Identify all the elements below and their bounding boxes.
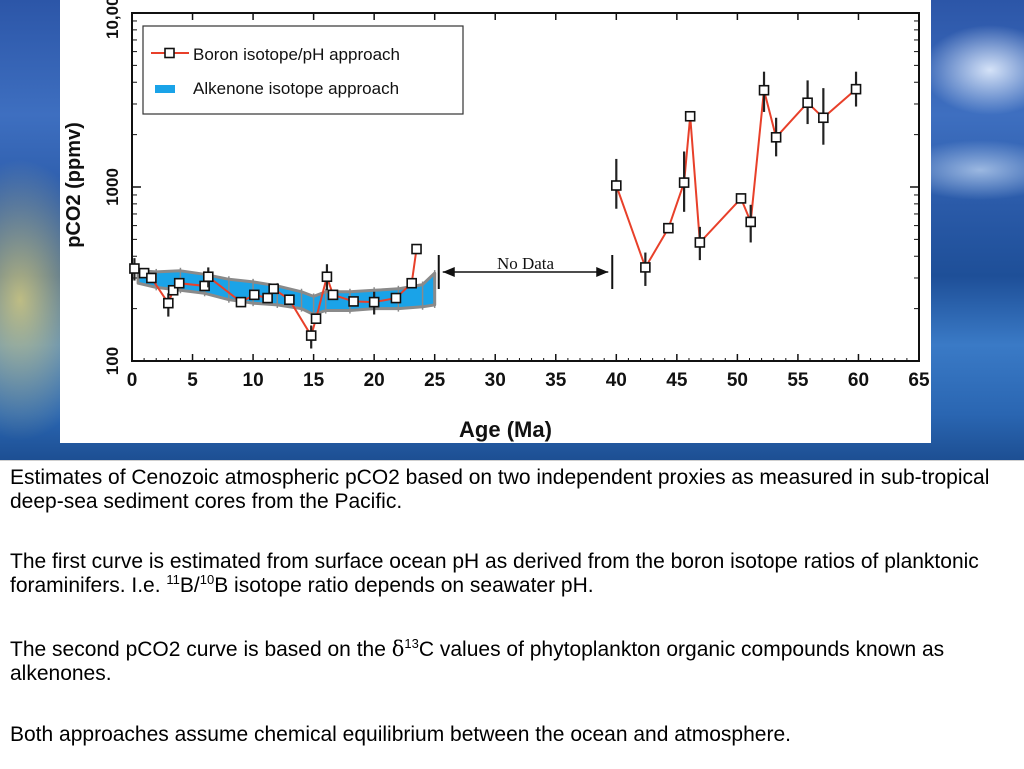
- x-tick-label-45: 45: [666, 370, 688, 391]
- caption-2-mid: B/: [179, 574, 200, 597]
- boron-point-a-5: [167, 284, 179, 296]
- boron-point-b-1: [611, 180, 622, 191]
- boron-point-a-4: [163, 297, 174, 309]
- x-tick-label-5: 5: [187, 370, 198, 391]
- delta-symbol: δ: [391, 637, 405, 661]
- boron-point-a-12: [268, 283, 279, 295]
- boron-point-a-14: [305, 330, 317, 341]
- boron-point-a-20: [390, 292, 402, 304]
- no-data-arrow-left-head: [442, 267, 455, 277]
- pco2-chart-panel: 0 5 10 15 20 25 30 35 40 45 50 55 60 65 100 1000 10,000 A…: [60, 0, 931, 443]
- x-tick-label-40: 40: [606, 370, 627, 391]
- boron-points-group: [129, 71, 862, 349]
- boron-point-a-3: [146, 272, 157, 284]
- boron-point-b-12: [818, 112, 829, 124]
- x-tick-label-60: 60: [848, 370, 869, 391]
- pco2-chart: 0 5 10 15 20 25 30 35 40 45 50 55 60 65 100 1000 10,000 A…: [63, 0, 930, 442]
- x-tick-label-15: 15: [303, 370, 325, 391]
- caption-paragraph-1: Estimates of Cenozoic atmospheric pCO2 b…: [10, 466, 990, 513]
- no-data-label: No Data: [497, 254, 555, 273]
- boron-point-a-6: [173, 277, 185, 289]
- boron-point-a-21: [406, 277, 417, 289]
- boron-point-b-4: [678, 177, 690, 188]
- legend-alkenone-label: Alkenone isotope approach: [193, 79, 399, 98]
- legend-alkenone-swatch: [155, 85, 175, 93]
- boron-point-b-10: [770, 132, 782, 143]
- x-tick-label-25: 25: [424, 370, 446, 391]
- boron-point-a-16: [321, 271, 333, 283]
- no-data-arrow-right-head: [596, 267, 609, 277]
- boron-point-a-11: [262, 292, 273, 304]
- alkenone-band-group: [136, 267, 437, 318]
- caption-3-text: The second pCO2 curve is based on the: [10, 638, 392, 661]
- x-axis-label: Age (Ma): [459, 417, 552, 442]
- boron-point-a-13: [284, 294, 295, 306]
- boron-point-a-22: [411, 243, 422, 255]
- legend-boron-label: Boron isotope/pH approach: [193, 45, 400, 64]
- y-tick-label-10000: 10,000: [103, 0, 122, 39]
- caption-2-text: The first curve is estimated from surfac…: [10, 550, 979, 597]
- boron-point-a-18: [348, 296, 359, 307]
- boron-point-a-19: [368, 296, 380, 308]
- x-tick-label-50: 50: [727, 370, 748, 391]
- boron-point-a-15: [310, 313, 322, 325]
- caption-3-end: C values of phytoplankton organic compou…: [10, 638, 945, 685]
- boron-point-a-1: [129, 263, 140, 274]
- boron-point-b-8: [745, 216, 757, 228]
- caption-area: Estimates of Cenozoic atmospheric pCO2 b…: [0, 460, 1024, 769]
- x-tick-label-55: 55: [787, 370, 809, 391]
- boron-point-a-8: [202, 271, 214, 283]
- caption-2-sup-10: 10: [199, 572, 215, 587]
- axes-group: 0 5 10 15 20 25 30 35 40 45 50 55 60 65 100 1000 10,000 A…: [63, 0, 930, 442]
- caption-2-sup-11: 11: [166, 572, 180, 587]
- x-tick-label-30: 30: [485, 370, 506, 391]
- boron-point-b-2: [640, 262, 651, 273]
- boron-point-b-13: [850, 83, 862, 95]
- x-tick-label-0: 0: [127, 370, 138, 391]
- x-tick-label-20: 20: [364, 370, 385, 391]
- alkenone-band: [136, 269, 437, 316]
- caption-paragraph-2: The first curve is estimated from surfac…: [10, 550, 1010, 598]
- caption-2-end: B isotope ratio depends on seawater pH.: [214, 574, 594, 597]
- legend-boron-marker: [164, 47, 175, 59]
- y-tick-label-1000: 1000: [103, 168, 122, 206]
- boron-point-b-3: [663, 222, 674, 234]
- y-axis-label: pCO2 (ppmv): [63, 122, 85, 248]
- boron-point-b-5: [684, 110, 696, 122]
- boron-point-a-9: [235, 296, 247, 308]
- caption-paragraph-4: Both approaches assume chemical equilibr…: [10, 723, 791, 746]
- boron-point-b-11: [802, 97, 813, 109]
- legend: Boron isotope/pH approach Alkenone isotop…: [142, 25, 464, 115]
- x-tick-label-65: 65: [908, 370, 930, 391]
- y-tick-label-100: 100: [103, 347, 122, 375]
- caption-3-sup-13: 13: [404, 636, 419, 651]
- boron-point-b-9: [758, 84, 770, 96]
- boron-point-b-6: [694, 237, 706, 248]
- boron-point-a-10: [248, 289, 260, 301]
- boron-point-a-17: [327, 289, 339, 301]
- caption-paragraph-3: The second pCO2 curve is based on the δ1…: [10, 637, 1010, 686]
- x-tick-label-35: 35: [545, 370, 567, 391]
- x-tick-label-10: 10: [243, 370, 264, 391]
- boron-point-b-7: [735, 193, 747, 204]
- legend-box: [142, 25, 464, 115]
